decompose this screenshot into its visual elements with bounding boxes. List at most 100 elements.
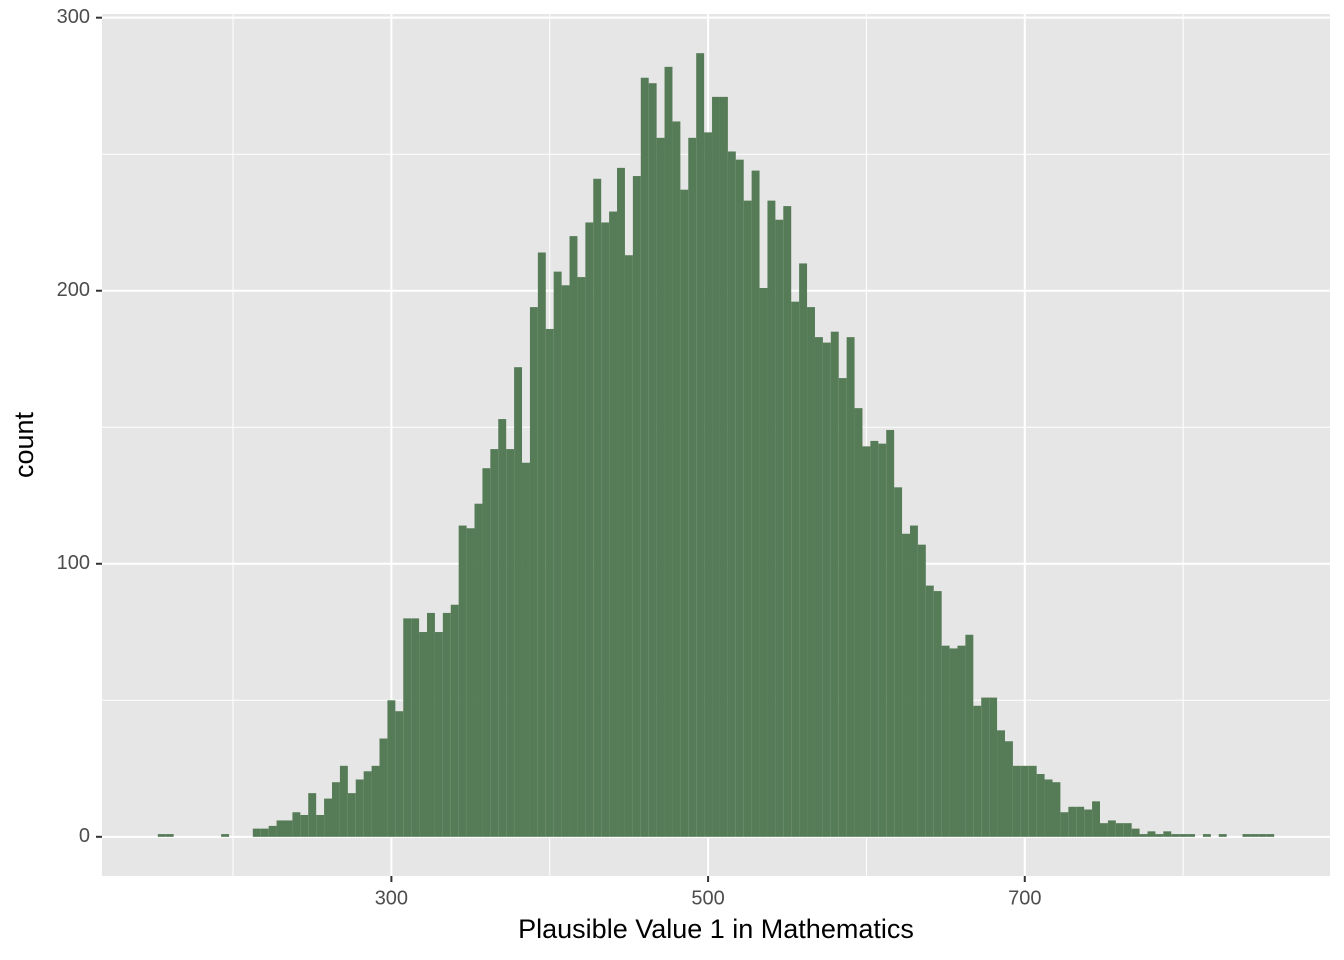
bar	[981, 697, 990, 837]
bar	[949, 648, 958, 837]
bar	[537, 252, 546, 837]
bar	[1179, 834, 1188, 837]
bar	[1068, 806, 1077, 837]
bar	[260, 828, 269, 837]
bar	[1107, 820, 1116, 837]
bar	[1099, 823, 1108, 837]
bar	[1012, 765, 1021, 837]
y-tick-label: 100	[57, 552, 90, 574]
bar	[1092, 801, 1100, 837]
y-axis-title: count	[9, 411, 39, 478]
bar	[727, 151, 736, 837]
bar	[902, 533, 910, 837]
bar	[529, 307, 538, 837]
bar	[1131, 828, 1140, 837]
bar	[466, 528, 475, 837]
bar	[807, 307, 815, 837]
bar	[1115, 823, 1124, 837]
bar	[569, 236, 578, 837]
bar	[1242, 834, 1251, 837]
bar	[458, 525, 467, 837]
bar	[814, 337, 823, 837]
bar	[561, 285, 570, 837]
bar	[379, 738, 388, 837]
bar	[1004, 741, 1013, 837]
bar	[799, 263, 808, 837]
bar	[482, 468, 491, 837]
bar	[1028, 765, 1037, 837]
bar	[347, 793, 356, 837]
bar	[442, 612, 451, 837]
y-tick-label: 0	[79, 825, 90, 847]
bar	[767, 200, 776, 837]
bar	[268, 825, 277, 837]
bar	[514, 367, 523, 837]
bar	[1052, 782, 1061, 837]
bar	[712, 96, 720, 837]
bar	[593, 178, 602, 837]
bar	[854, 408, 863, 837]
bar	[316, 814, 325, 837]
bar	[648, 83, 657, 837]
x-axis-title: Plausible Value 1 in Mathematics	[518, 914, 914, 944]
bar	[909, 525, 918, 837]
bar	[308, 793, 317, 837]
bar	[490, 449, 499, 837]
bar	[751, 170, 760, 837]
x-tick-label: 500	[691, 887, 724, 909]
bar	[1258, 834, 1267, 837]
bar	[933, 591, 942, 837]
bar	[1036, 774, 1045, 837]
bar	[735, 159, 744, 837]
bar	[165, 834, 174, 837]
bar	[292, 812, 301, 837]
bar	[498, 419, 507, 837]
bar	[743, 200, 752, 837]
bar	[577, 277, 586, 837]
bar	[870, 440, 879, 837]
bar	[862, 446, 871, 837]
bar	[846, 337, 855, 837]
bar	[450, 604, 459, 837]
bars	[157, 53, 1275, 837]
bar	[688, 137, 697, 837]
bar	[696, 53, 705, 837]
bar	[609, 211, 618, 837]
bar	[617, 167, 625, 837]
bar	[411, 618, 420, 837]
bar	[941, 645, 950, 837]
bar	[783, 206, 792, 837]
bar	[324, 798, 333, 837]
bar	[1139, 834, 1148, 837]
bar	[553, 271, 562, 837]
bar	[506, 449, 515, 837]
bar	[1060, 812, 1069, 837]
bar	[965, 634, 974, 837]
bar	[427, 612, 435, 837]
bar	[434, 632, 443, 837]
bar	[1163, 831, 1172, 837]
bar	[1155, 834, 1164, 837]
bar	[1171, 834, 1180, 837]
bar	[886, 429, 895, 837]
bar	[1187, 834, 1196, 837]
bar	[1044, 779, 1053, 837]
bar	[989, 697, 998, 837]
bar	[759, 287, 768, 837]
bar	[640, 77, 649, 837]
bar	[1020, 765, 1029, 837]
bar	[680, 189, 689, 837]
bar	[300, 814, 309, 837]
bar	[1266, 834, 1275, 837]
bar	[403, 618, 412, 837]
y-tick-label: 300	[57, 6, 90, 28]
bar	[157, 834, 166, 837]
bar	[1084, 809, 1093, 837]
y-tick-label: 200	[57, 279, 90, 301]
bar	[474, 503, 483, 837]
bar	[822, 342, 831, 837]
bar	[355, 779, 364, 837]
bar	[1147, 831, 1156, 837]
